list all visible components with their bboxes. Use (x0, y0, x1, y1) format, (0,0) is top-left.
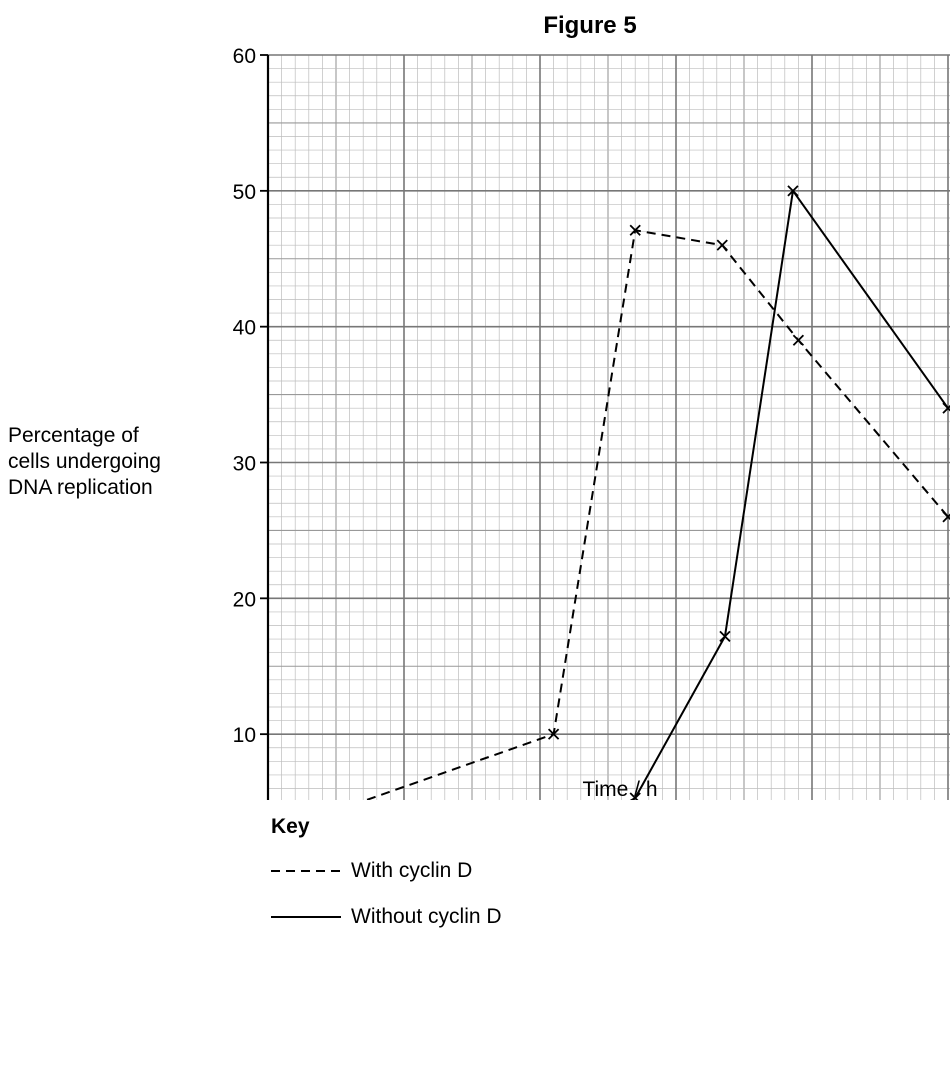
key-item-label: Without cyclin D (351, 905, 502, 928)
y-tick-label: 30 (233, 453, 256, 476)
x-axis-label: Time / h (582, 778, 658, 801)
marker-stroke (629, 224, 641, 236)
marker-stroke (942, 404, 950, 414)
series-line-without-cyclin-d (629, 189, 949, 800)
y-tick-label: 40 (233, 317, 256, 340)
axes (266, 55, 270, 800)
minor-grid (268, 55, 950, 800)
key-item-label: With cyclin D (351, 859, 473, 882)
marker-stroke (719, 630, 731, 643)
data-point-marker (942, 511, 950, 523)
data-point-marker (716, 239, 728, 251)
y-axis-label-line-2: cells undergoing (8, 450, 161, 473)
dashed-line-swatch (271, 870, 341, 872)
marker-stroke (942, 513, 950, 523)
major-grid (267, 54, 950, 800)
data-point-marker (787, 185, 799, 197)
y-tick-label: 60 (233, 45, 256, 68)
data-point-marker (629, 792, 641, 800)
marker-stroke (631, 792, 641, 800)
line-chart: 010203040506001020 (233, 45, 950, 800)
marker-stroke (792, 334, 805, 346)
chart-title: Figure 5 (543, 12, 637, 39)
solid-line-swatch (271, 916, 341, 918)
marker-stroke (716, 239, 728, 251)
data-point-marker (547, 728, 560, 740)
data-point-marker (719, 630, 731, 643)
key-title: Key (271, 815, 310, 838)
key-item-with-cyclin-d: With cyclin D (271, 859, 472, 883)
series-layer (363, 185, 950, 800)
marker-stroke (547, 728, 560, 740)
key-item-without-cyclin-d: Without cyclin D (271, 905, 502, 929)
data-point-marker (629, 224, 641, 236)
tick-labels: 010203040506001020 (233, 45, 268, 747)
y-axis-label-line-1: Percentage of (8, 424, 139, 447)
data-point-marker (942, 402, 950, 414)
y-axis-label: Percentage of cells undergoing DNA repli… (8, 423, 161, 501)
y-tick-label: 50 (233, 181, 256, 204)
y-axis-label-line-3: DNA replication (8, 476, 153, 499)
y-tick-label: 20 (233, 588, 256, 611)
y-tick-label: 10 (233, 724, 256, 747)
data-point-marker (792, 334, 805, 346)
series-line-with-cyclin-d (363, 229, 949, 800)
marker-stroke (787, 185, 799, 197)
